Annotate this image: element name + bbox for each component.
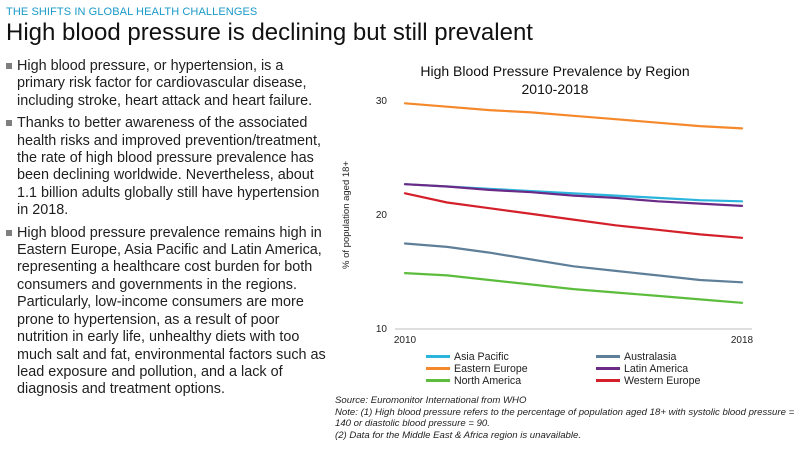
legend-swatch xyxy=(596,366,620,370)
chart-title-line-1: High Blood Pressure Prevalence by Region xyxy=(420,63,690,79)
legend-item-western-europe: Western Europe xyxy=(596,375,700,387)
legend-label: Asia Pacific xyxy=(454,351,509,363)
legend-item-north-america: North America xyxy=(426,375,521,387)
source-line: Source: Euromonitor International from W… xyxy=(335,395,527,406)
note-line: Note: (1) High blood pressure refers to … xyxy=(335,406,795,430)
series-line-western-europe xyxy=(403,192,744,239)
y-tick-label: 30 xyxy=(376,96,388,107)
legend-item-eastern-europe: Eastern Europe xyxy=(426,363,528,375)
bullet-square-icon xyxy=(6,120,12,127)
bullet-square-icon xyxy=(6,63,12,69)
bullet-item: High blood pressure, or hypertension, is… xyxy=(6,58,330,110)
legend-item-latin-america: Latin America xyxy=(596,363,688,375)
section-kicker: THE SHIFTS IN GLOBAL HEALTH CHALLENGES xyxy=(6,6,258,18)
bullet-list: High blood pressure, or hypertension, is… xyxy=(6,58,330,404)
legend-swatch xyxy=(596,378,620,382)
legend-label: Eastern Europe xyxy=(454,363,528,375)
x-tick-label: 2018 xyxy=(731,335,754,346)
legend-label: Latin America xyxy=(624,363,689,375)
y-tick-label: 10 xyxy=(376,324,388,335)
y-axis-label: % of population aged 18+ xyxy=(341,161,352,269)
legend-label: Australasia xyxy=(624,351,677,363)
chart-title-line-2: 2010-2018 xyxy=(521,81,589,97)
bullet-square-icon xyxy=(6,229,12,236)
chart-axes: 10 20 30 2010 2018 xyxy=(376,96,754,346)
legend-swatch xyxy=(596,354,620,358)
source-note: Source: Euromonitor International from W… xyxy=(335,395,795,441)
legend-item-australasia: Australasia xyxy=(596,351,676,363)
bullet-text: High blood pressure, or hypertension, is… xyxy=(17,58,313,109)
chart-title: High Blood Pressure Prevalence by Region… xyxy=(340,62,770,98)
chart-lines xyxy=(403,102,744,304)
legend-label: North America xyxy=(454,375,522,387)
bullet-item: High blood pressure prevalence remains h… xyxy=(6,225,330,399)
legend-swatch xyxy=(426,354,450,358)
series-line-north-america xyxy=(403,272,744,304)
series-line-latin-america xyxy=(403,183,744,207)
series-line-eastern-europe xyxy=(403,102,744,130)
legend-swatch xyxy=(426,378,450,382)
series-line-australasia xyxy=(403,242,744,284)
legend-label: Western Europe xyxy=(624,375,701,387)
legend-swatch xyxy=(426,366,450,370)
page-title: High blood pressure is declining but sti… xyxy=(6,19,533,46)
bullet-text: Thanks to better awareness of the associ… xyxy=(17,115,321,219)
bullet-text: High blood pressure prevalence remains h… xyxy=(17,224,326,398)
x-tick-label: 2010 xyxy=(394,335,417,346)
bullet-item: Thanks to better awareness of the associ… xyxy=(6,115,330,219)
legend-item-asia-pacific: Asia Pacific xyxy=(426,351,509,363)
y-tick-label: 20 xyxy=(376,210,388,221)
note-line-2: (2) Data for the Middle East & Africa re… xyxy=(335,429,582,441)
